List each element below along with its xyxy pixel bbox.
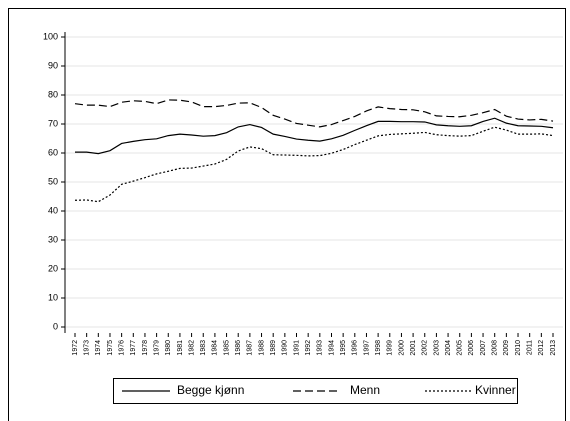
x-tick-label: 1975 bbox=[107, 340, 114, 356]
x-tick-label: 1988 bbox=[258, 340, 265, 356]
legend bbox=[113, 378, 518, 404]
x-tick-label: 1990 bbox=[282, 340, 289, 356]
x-tick-label: 1986 bbox=[235, 340, 242, 356]
x-tick-label: 1989 bbox=[270, 340, 277, 356]
y-tick-label: 50 bbox=[48, 176, 58, 186]
legend-label: Menn bbox=[350, 383, 380, 397]
y-tick-label: 90 bbox=[48, 60, 58, 70]
x-tick-label: 2012 bbox=[538, 340, 545, 356]
x-tick-label: 2008 bbox=[492, 340, 499, 356]
x-tick-label: 2011 bbox=[527, 340, 534, 355]
grid bbox=[65, 36, 563, 328]
x-tick-label: 2006 bbox=[468, 340, 475, 356]
y-tick-label: 100 bbox=[43, 31, 58, 41]
x-tick-label: 1997 bbox=[363, 340, 370, 356]
y-tick-label: 30 bbox=[48, 234, 58, 244]
x-tick-label: 2003 bbox=[433, 340, 440, 356]
x-tick-label: 2000 bbox=[398, 340, 405, 356]
x-tick-label: 1995 bbox=[340, 340, 347, 356]
x-tick-label: 2005 bbox=[457, 340, 464, 356]
x-tick-label: 1985 bbox=[223, 340, 230, 356]
x-tick-label: 1973 bbox=[84, 340, 91, 356]
y-tick-label: 20 bbox=[48, 263, 58, 273]
x-tick-label: 1991 bbox=[293, 340, 300, 356]
frame bbox=[8, 8, 566, 421]
x-tick-label: 1987 bbox=[247, 340, 254, 356]
x-tick-label: 1979 bbox=[153, 340, 160, 356]
x-tick-label: 2013 bbox=[550, 340, 557, 356]
x-tick-label: 2007 bbox=[480, 340, 487, 356]
x-tick-label: 1976 bbox=[118, 340, 125, 356]
y-tick-label: 0 bbox=[53, 321, 58, 331]
x-tick-label: 1977 bbox=[130, 340, 137, 356]
x-tick-label: 1992 bbox=[305, 340, 312, 356]
y-tick-label: 10 bbox=[48, 292, 58, 302]
x-tick-label: 1981 bbox=[177, 340, 184, 356]
x-tick-label: 1993 bbox=[317, 340, 324, 356]
x-tick-label: 2002 bbox=[422, 340, 429, 356]
x-tick-label: 1978 bbox=[142, 340, 149, 356]
legend-label: Kvinner bbox=[475, 383, 516, 397]
y-tick-label: 60 bbox=[48, 147, 58, 157]
x-tick-label: 1980 bbox=[165, 340, 172, 356]
x-tick-label: 2004 bbox=[445, 340, 452, 356]
series-line bbox=[75, 117, 554, 155]
series-line bbox=[74, 126, 554, 203]
x-tick-label: 1994 bbox=[328, 340, 335, 356]
x-tick-label: 1999 bbox=[387, 340, 394, 356]
x-tick-label: 1983 bbox=[200, 340, 207, 356]
x-tick-label: 1982 bbox=[188, 340, 195, 356]
x-tick-label: 1984 bbox=[212, 340, 219, 356]
x-tick-label: 2010 bbox=[515, 340, 522, 356]
legend-label: Begge kjønn bbox=[177, 383, 244, 397]
y-tick-label: 70 bbox=[48, 118, 58, 128]
x-tick-label: 1998 bbox=[375, 340, 382, 356]
x-tick-label: 2001 bbox=[410, 340, 417, 356]
y-tick-label: 80 bbox=[48, 89, 58, 99]
x-tick-label: 1996 bbox=[352, 340, 359, 356]
x-tick-label: 1972 bbox=[72, 340, 79, 356]
series-line bbox=[74, 99, 554, 128]
y-tick-label: 40 bbox=[48, 205, 58, 215]
x-tick-label: 2009 bbox=[503, 340, 510, 356]
x-tick-label: 1974 bbox=[95, 340, 102, 356]
